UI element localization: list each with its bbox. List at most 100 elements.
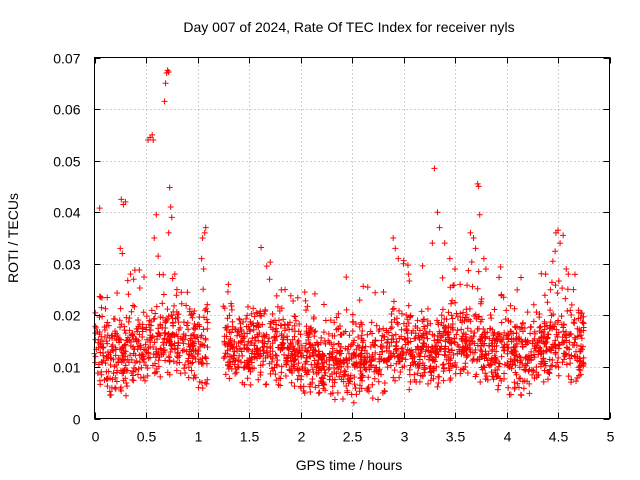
data-point: [344, 346, 351, 353]
data-point: [359, 344, 366, 351]
data-point: [519, 338, 526, 345]
data-point: [536, 328, 543, 335]
data-point: [185, 364, 192, 371]
data-point: [478, 348, 485, 355]
data-point: [232, 370, 239, 377]
data-point: [130, 372, 137, 379]
data-point: [226, 375, 233, 382]
data-point: [511, 379, 518, 386]
data-point: [230, 345, 237, 352]
data-point: [398, 326, 405, 333]
data-point: [441, 351, 448, 358]
data-point: [555, 227, 561, 234]
data-point: [326, 351, 333, 358]
data-point: [354, 342, 361, 349]
data-point: [153, 348, 160, 355]
data-point: [309, 376, 316, 383]
data-point: [365, 374, 372, 381]
data-point: [134, 371, 141, 378]
data-point: [283, 355, 290, 362]
data-point: [548, 312, 555, 319]
data-point: [238, 359, 245, 366]
data-point: [546, 345, 553, 352]
data-point: [131, 267, 138, 274]
data-point: [98, 368, 105, 375]
data-point: [387, 325, 394, 332]
data-point: [175, 319, 182, 326]
x-axis: 0 0.5 1 1.5 2 2.5 3 3.5 4 4.5 5: [92, 57, 615, 445]
data-point: [122, 330, 129, 337]
data-point: [380, 289, 387, 296]
data-point: [447, 377, 454, 384]
data-point: [465, 267, 472, 274]
data-point: [320, 301, 327, 308]
data-point: [467, 328, 474, 335]
data-point: [174, 353, 181, 360]
data-point: [352, 385, 359, 392]
data-point: [95, 344, 102, 351]
data-point: [310, 315, 317, 322]
data-point: [425, 343, 432, 350]
data-point: [292, 352, 299, 359]
data-point: [133, 358, 140, 365]
data-point: [364, 284, 371, 291]
data-point: [204, 325, 211, 332]
data-point: [168, 214, 175, 221]
data-point: [344, 387, 351, 394]
data-point: [472, 245, 479, 252]
data-point: [191, 326, 198, 333]
data-point: [304, 303, 311, 310]
data-point: [501, 370, 508, 377]
data-point: [427, 368, 434, 375]
data-point: [398, 355, 405, 362]
data-point: [312, 328, 319, 335]
data-point: [560, 339, 567, 346]
data-point: [508, 348, 515, 355]
data-point: [273, 377, 280, 384]
data-point: [259, 361, 266, 368]
data-point: [542, 339, 549, 346]
data-point: [422, 330, 429, 337]
data-point: [440, 361, 447, 368]
data-point: [572, 348, 579, 355]
data-point: [251, 351, 258, 358]
data-point: [460, 309, 467, 316]
data-point: [375, 396, 382, 403]
data-point: [441, 365, 448, 372]
data-point: [406, 371, 413, 378]
data-point: [433, 343, 440, 350]
data-point: [449, 326, 456, 333]
data-point: [441, 240, 448, 247]
data-point: [418, 334, 425, 341]
data-point: [474, 326, 481, 333]
data-point: [454, 313, 461, 320]
data-point: [390, 374, 397, 381]
data-point: [520, 385, 527, 392]
data-point: [164, 316, 171, 323]
data-point: [491, 329, 498, 336]
data-point: [470, 235, 477, 241]
data-point: [448, 355, 455, 362]
y-axis-label: ROTI / TECUs: [5, 193, 21, 283]
data-point: [279, 339, 286, 346]
data-point: [449, 297, 456, 304]
data-point: [132, 359, 139, 366]
data-point: [112, 330, 119, 337]
x-tick-label: 4.5: [549, 429, 569, 445]
data-point: [162, 80, 169, 87]
data-point: [155, 325, 162, 332]
data-point: [463, 336, 470, 343]
data-point: [140, 374, 147, 381]
data-point: [97, 381, 104, 388]
data-point: [461, 317, 468, 324]
data-point: [526, 390, 533, 397]
data-point: [162, 357, 169, 364]
data-point: [342, 368, 349, 375]
data-point: [496, 274, 503, 281]
data-point: [393, 339, 400, 346]
data-point: [92, 309, 99, 316]
data-point: [131, 303, 138, 310]
data-point: [273, 361, 280, 368]
data-point: [145, 350, 152, 357]
data-point: [144, 336, 151, 343]
